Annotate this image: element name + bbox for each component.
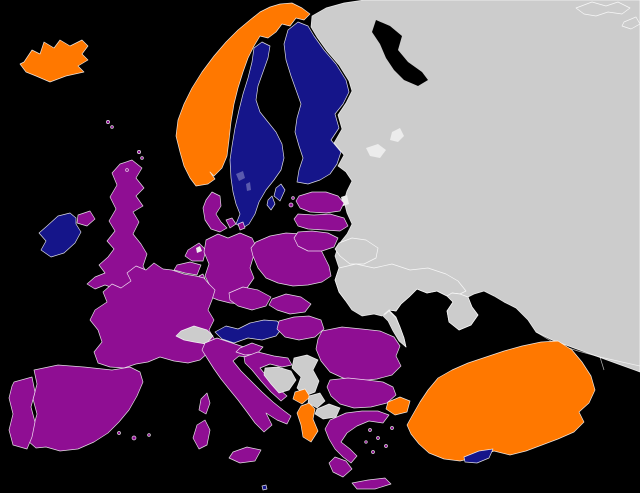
region-latvia <box>293 213 349 232</box>
region-czechia <box>228 286 272 311</box>
region-bulgaria <box>326 377 397 409</box>
region-cyprus <box>463 448 494 464</box>
region-estonia <box>295 191 345 214</box>
region-faroe-islands <box>106 120 114 129</box>
region-ukraine <box>334 263 467 317</box>
region-finland <box>283 21 350 185</box>
region-peloponnese <box>328 456 353 478</box>
ijsselmeer <box>196 246 202 253</box>
region-lithuania <box>293 230 339 252</box>
region-kosovo <box>307 392 326 409</box>
region-denmark-islands <box>225 217 246 231</box>
region-belgium <box>173 261 202 276</box>
region-ireland <box>38 212 82 258</box>
region-malta <box>261 484 268 491</box>
region-sardinia <box>192 419 211 450</box>
region-moldova <box>382 310 407 348</box>
region-corsica <box>198 392 211 415</box>
region-turkey <box>406 340 596 462</box>
lake-vanern <box>236 171 245 181</box>
region-sweden <box>229 41 285 229</box>
region-belarus <box>334 237 379 265</box>
region-shetland-islands <box>125 150 144 172</box>
region-novaya-zemlya <box>575 1 640 30</box>
region-bosnia <box>263 366 297 394</box>
region-northern-ireland <box>76 210 96 227</box>
lake-onega <box>390 128 404 142</box>
region-estonia-islands <box>288 196 295 208</box>
region-turkey-thrace <box>385 396 411 416</box>
region-sweden-islands <box>266 183 286 211</box>
region-hungary <box>276 315 325 341</box>
region-albania <box>296 402 319 443</box>
region-norway <box>175 2 311 187</box>
region-slovakia <box>268 293 312 315</box>
lake-ladoga <box>366 144 386 158</box>
region-crimea <box>446 292 479 331</box>
region-balearic-islands <box>117 431 151 441</box>
region-serbia <box>291 354 320 397</box>
region-portugal <box>8 376 36 450</box>
region-romania <box>315 326 402 382</box>
region-greece <box>324 410 390 464</box>
region-netherlands <box>184 242 207 262</box>
region-montenegro <box>292 388 311 405</box>
white-sea <box>372 20 428 86</box>
region-crete <box>351 477 392 490</box>
region-aegean-islands <box>364 426 394 454</box>
region-iceland <box>19 39 89 83</box>
lake-vattern <box>246 182 251 191</box>
region-sicily <box>228 446 262 464</box>
region-denmark <box>202 191 228 233</box>
